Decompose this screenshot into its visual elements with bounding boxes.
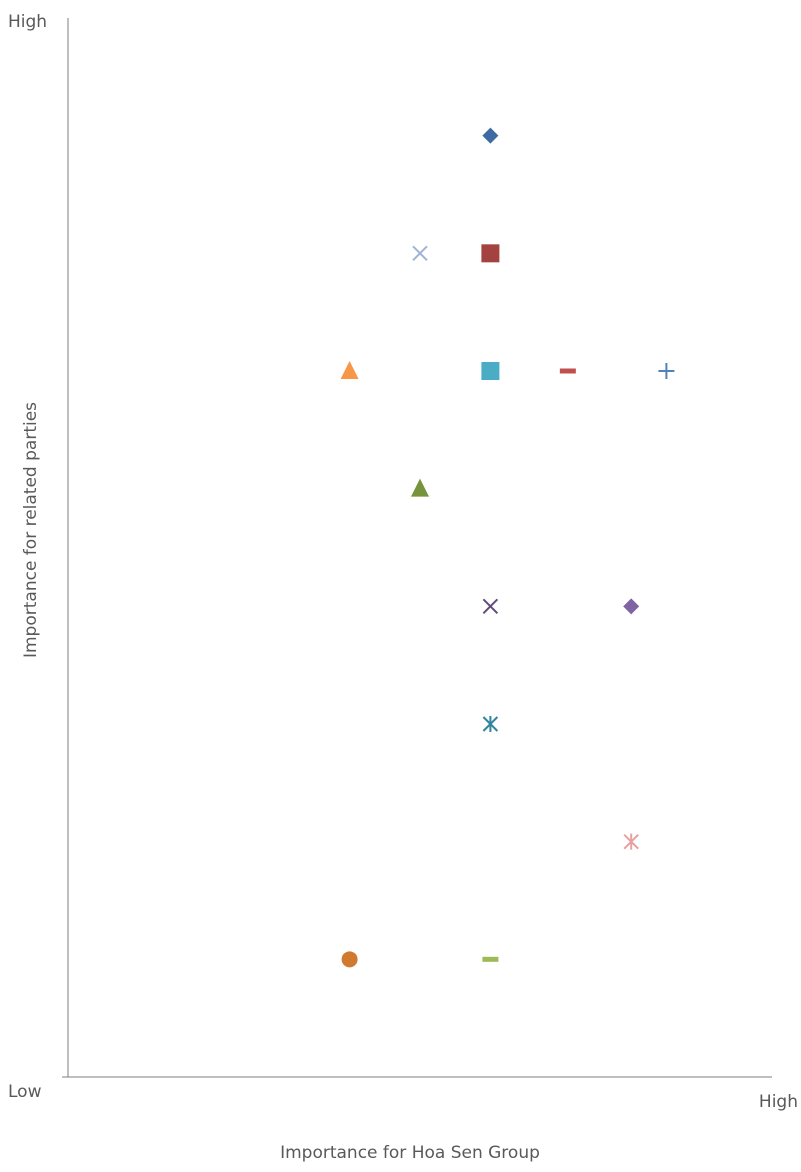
- data-point-x: [482, 598, 499, 615]
- data-point-circle: [341, 951, 358, 968]
- y-axis-title: Importance for related parties: [21, 402, 41, 658]
- data-point-star: [623, 833, 639, 850]
- data-point-dash: [559, 368, 576, 374]
- data-point-star: [482, 716, 499, 732]
- data-point-diamond: [623, 598, 640, 615]
- y-axis-low-label: Low: [8, 1082, 42, 1102]
- data-point-plus: [658, 363, 675, 379]
- data-point-x: [412, 245, 428, 262]
- data-point-triangle: [411, 478, 429, 497]
- y-axis-high-label: High: [8, 12, 47, 32]
- data-point-triangle: [340, 361, 359, 379]
- x-axis-high-label: High: [759, 1092, 798, 1112]
- data-point-dash: [482, 956, 499, 962]
- data-points: [340, 127, 675, 968]
- data-point-square: [481, 244, 500, 263]
- data-point-square: [481, 362, 500, 380]
- data-point-diamond: [482, 127, 499, 144]
- x-axis-title: Importance for Hoa Sen Group: [280, 1143, 540, 1163]
